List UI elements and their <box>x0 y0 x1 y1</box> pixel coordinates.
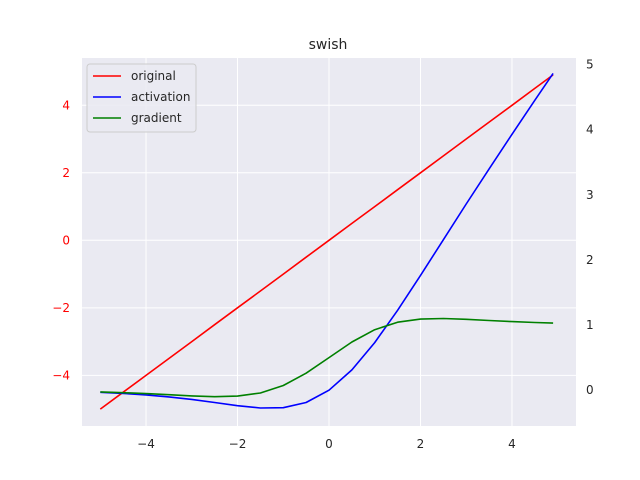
x-tick-label: −4 <box>137 437 155 451</box>
legend-box <box>86 63 197 133</box>
legend-label-original: original <box>131 69 176 83</box>
right-y-tick-label: 2 <box>586 253 594 267</box>
left-y-tick-label: −2 <box>52 301 70 315</box>
right-y-tick-label: 1 <box>586 318 594 332</box>
x-axis-ticks: −4 −2 0 2 4 <box>137 437 516 451</box>
legend: original activation gradient <box>86 63 197 133</box>
x-tick-label: 0 <box>325 437 333 451</box>
series-line-gradient <box>100 317 554 398</box>
left-y-tick-label: −4 <box>52 368 70 382</box>
legend-label-gradient: gradient <box>131 111 182 125</box>
right-y-tick-label: 4 <box>586 123 594 137</box>
left-y-tick-label: 2 <box>62 166 70 180</box>
grid-lines <box>82 58 576 426</box>
left-y-tick-label: 4 <box>62 98 70 112</box>
right-y-axis-ticks: 0 1 2 3 4 5 <box>586 58 594 398</box>
left-y-tick-label: 0 <box>62 233 70 247</box>
series-lines <box>99 72 554 410</box>
x-tick-label: 4 <box>508 437 516 451</box>
series-line-original <box>99 74 554 410</box>
right-y-tick-label: 0 <box>586 383 594 397</box>
right-y-tick-label: 5 <box>586 58 594 72</box>
x-tick-label: 2 <box>417 437 425 451</box>
chart-title: swish <box>309 37 348 53</box>
x-tick-label: −2 <box>229 437 247 451</box>
series-line-activation <box>100 72 554 409</box>
right-y-tick-label: 3 <box>586 188 594 202</box>
left-y-axis-ticks: −4 −2 0 2 4 <box>52 98 70 382</box>
legend-label-activation: activation <box>131 90 190 104</box>
